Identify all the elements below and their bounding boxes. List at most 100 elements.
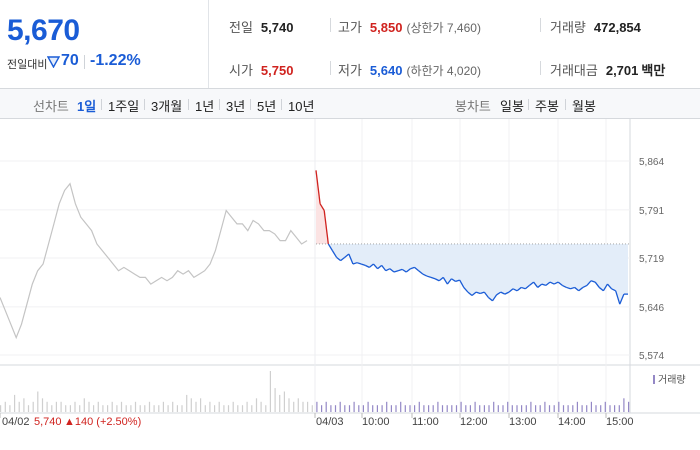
volume-bar (409, 405, 411, 412)
volume-bar (451, 405, 453, 412)
volume-bar (483, 405, 485, 412)
volume-bar (348, 405, 351, 412)
volume-bar (158, 405, 160, 412)
today-price-segment (480, 291, 485, 295)
volume-bar (576, 401, 578, 413)
today-price-segment (327, 243, 333, 251)
tab-1-day[interactable]: 1일 (77, 99, 97, 114)
today-price-segment (418, 270, 424, 275)
change-label: 전일대비 (7, 59, 48, 71)
volume-bar (618, 405, 620, 412)
y-tick-label: 5,864 (639, 157, 664, 168)
today-price-segment (372, 263, 379, 270)
volume-bar (251, 405, 253, 412)
today-price-segment (491, 294, 498, 302)
today-price-segment (430, 276, 436, 280)
volume-bar (428, 405, 430, 412)
volume-bar (9, 405, 11, 412)
volume-bar (530, 401, 532, 413)
low-label: 저가 (338, 63, 362, 78)
fill-layer (316, 170, 628, 305)
fill-above-prev-close (316, 170, 628, 244)
today-price-segment (344, 253, 350, 258)
tab-3-years[interactable]: 3년 (226, 99, 246, 114)
divider (528, 99, 529, 110)
tab-3-months[interactable]: 3개월 (151, 99, 183, 114)
tab-1-year[interactable]: 1년 (195, 99, 215, 114)
today-price-segment (512, 288, 518, 292)
volume-bar (628, 401, 630, 413)
today-price-segment (340, 256, 346, 262)
tab-weekly-candle[interactable]: 주봉 (535, 99, 559, 114)
x-axis-labels: 04/02 5,740 ▲140 (+2.50%) 04/03 10:00 11:… (2, 416, 634, 428)
volume-bar (37, 391, 39, 412)
volume-bar (330, 405, 332, 412)
volume-bar (558, 401, 560, 413)
current-price-box: 5,670 전일대비 70 -1.22% (0, 0, 209, 88)
trade-value-unit: 백만 (641, 63, 666, 78)
volume-bar (125, 405, 127, 412)
volume-bar (14, 394, 16, 412)
today-price-segment (529, 281, 534, 286)
divider (144, 99, 145, 110)
today-price-segment (459, 279, 465, 288)
volume-bar (255, 398, 258, 412)
x-tick-label: 12:00 (460, 416, 488, 428)
candle-chart-label: 봉차트 (455, 99, 491, 114)
today-price-segment (422, 273, 428, 277)
volume-bar (237, 405, 239, 412)
volume-bar (204, 405, 206, 412)
open-label: 시가 (229, 63, 253, 78)
today-price-segment (393, 270, 399, 273)
volume-bar (148, 401, 151, 413)
today-price-segment (483, 291, 489, 298)
x-tick-label: 15:00 (606, 416, 634, 428)
today-price-segment (463, 287, 469, 293)
today-price-segment (360, 263, 366, 266)
volume-bar (302, 401, 304, 413)
today-price-segment (319, 203, 325, 211)
today-price-segment (496, 291, 502, 296)
divider (330, 61, 331, 75)
volume-bar (144, 405, 146, 412)
chart-period-bar: 선차트 1일 1주일 3개월 1년 3년 5년 10년 봉차트 일봉 주봉 월봉 (0, 89, 700, 119)
volume-bar (325, 401, 327, 413)
today-price-segment (566, 286, 571, 290)
volume-bar (404, 405, 406, 412)
volume-bar (32, 401, 34, 413)
today-price-segment (611, 288, 616, 292)
volume-bar (446, 405, 448, 412)
tab-daily-candle[interactable]: 일봉 (500, 99, 524, 114)
volume-bar (69, 405, 71, 412)
volume-bar (432, 405, 434, 412)
price-chart-svg: 5,864 5,791 5,719 5,646 5,574 04/02 5,740 ▲1… (0, 119, 700, 428)
volume-bar (525, 405, 527, 412)
volume-bar (358, 405, 360, 412)
tab-10-years[interactable]: 10년 (288, 99, 315, 114)
volume-bar (381, 405, 383, 412)
today-price-segment (405, 268, 411, 273)
tab-monthly-candle[interactable]: 월봉 (572, 99, 596, 114)
volume-bar (218, 401, 220, 413)
volume-bar (535, 405, 537, 412)
today-price-segment (594, 281, 600, 288)
volume-bar (265, 405, 267, 412)
volume-bar (362, 405, 364, 412)
volume-bar (176, 405, 178, 412)
today-price-segment (315, 170, 321, 204)
volume-bar (209, 401, 211, 413)
volume-bar (544, 401, 546, 413)
volume-bar (116, 405, 118, 412)
y-tick-label: 5,574 (639, 351, 664, 362)
volume-bar (437, 401, 439, 413)
high-label: 고가 (338, 20, 362, 35)
tab-5-years[interactable]: 5년 (257, 99, 277, 114)
today-price-segment (586, 280, 592, 286)
volume-bar (107, 405, 109, 412)
volume-bar (195, 401, 197, 413)
volume-bar (521, 405, 523, 412)
volume-bar (604, 401, 606, 413)
x-tick-label: 14:00 (558, 416, 586, 428)
today-price-segment (615, 290, 621, 305)
tab-1-week[interactable]: 1주일 (108, 99, 140, 114)
